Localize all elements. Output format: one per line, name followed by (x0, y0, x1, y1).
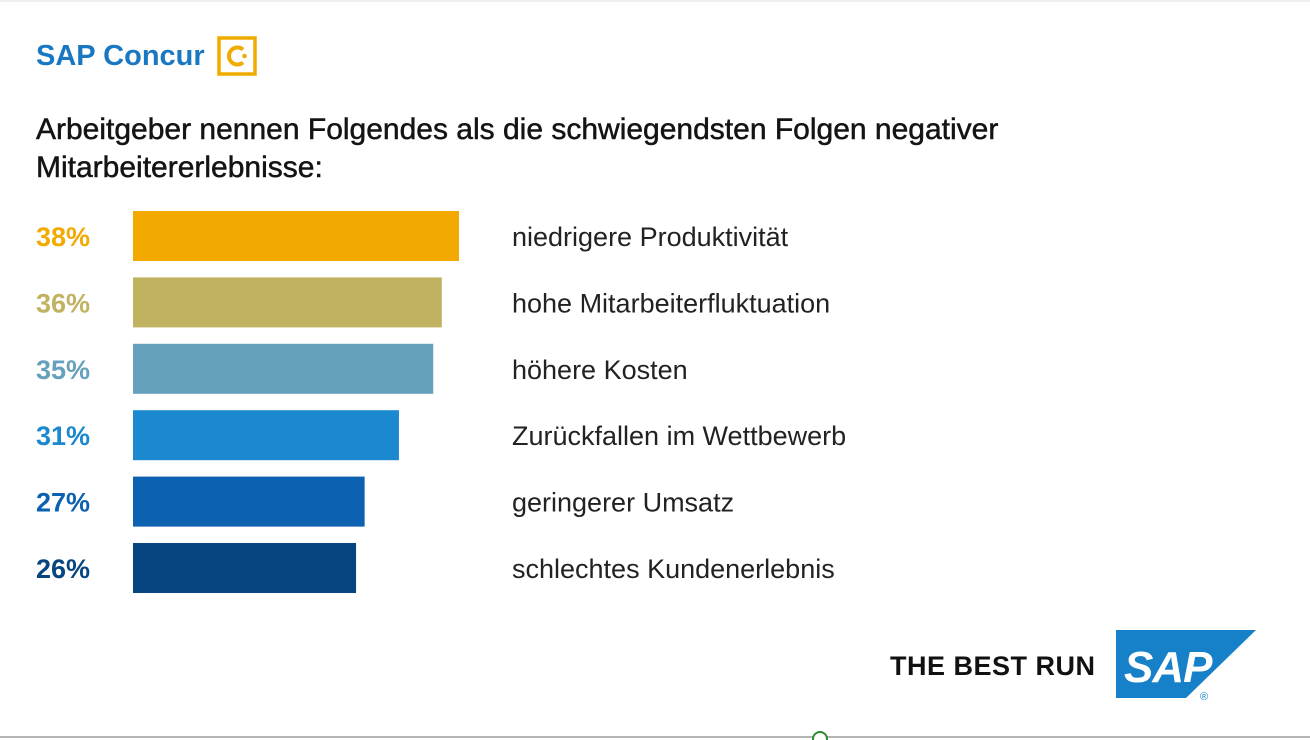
category-label: Zurückfallen im Wettbewerb (512, 421, 846, 451)
bar (133, 476, 365, 527)
category-label: geringerer Umsatz (512, 488, 734, 518)
bar (133, 543, 357, 593)
scroll-indicator (812, 731, 828, 740)
registered-mark: ® (1200, 691, 1208, 702)
brand-name: SAP Concur (36, 40, 205, 72)
category-label: niedrigere Produktivität (512, 222, 789, 252)
top-divider (0, 0, 1310, 2)
category-label: schlechtes Kundenerlebnis (512, 554, 835, 584)
value-label: 38% (36, 222, 90, 252)
bar (133, 343, 434, 394)
footer-branding: THE BEST RUN SAP ® (890, 630, 1256, 702)
brand-header: SAP Concur (36, 36, 257, 76)
bar-chart: 38% niedrigere Produktivität 36% hohe Mitar… (36, 211, 846, 593)
value-label: 31% (36, 421, 90, 451)
sap-logo-text: SAP (1124, 643, 1213, 692)
sap-logo-icon: SAP ® (1115, 630, 1256, 702)
bar (133, 410, 399, 461)
bar (133, 211, 459, 261)
value-label: 26% (36, 554, 90, 584)
value-label: 27% (36, 488, 90, 518)
bar (133, 277, 442, 328)
footer-tagline: THE BEST RUN (890, 650, 1096, 681)
concur-c-icon (216, 36, 257, 76)
value-label: 36% (36, 288, 90, 318)
bottom-divider (0, 736, 1310, 738)
category-label: höhere Kosten (512, 355, 688, 385)
chart-title: Arbeitgeber nennen Folgendes als die sch… (36, 113, 999, 185)
value-label: 35% (36, 355, 90, 385)
category-label: hohe Mitarbeiterfluktuation (512, 288, 830, 318)
